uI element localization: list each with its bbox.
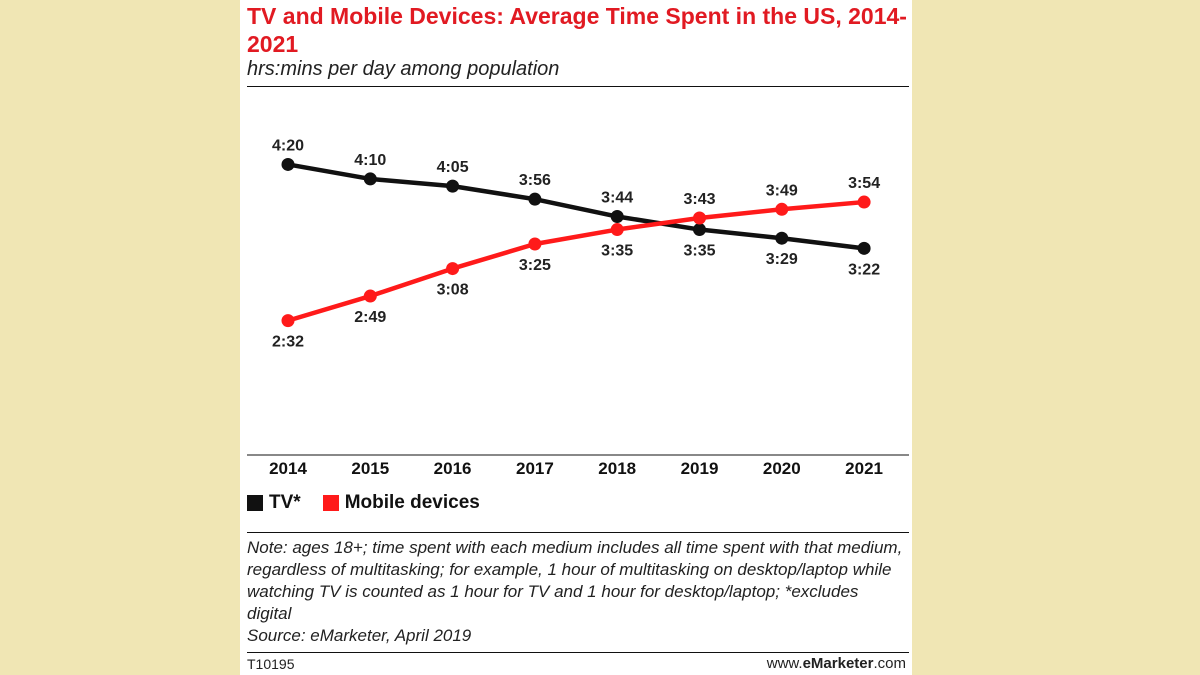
x-tick-2015: 2015 [351, 459, 389, 478]
point-mobile-2016 [446, 262, 460, 276]
legend-item-tv: TV* [247, 492, 301, 514]
legend-item-mobile: Mobile devices [322, 492, 480, 514]
data-label-mobile-2018: 3:35 [601, 243, 633, 260]
point-tv-2014 [281, 157, 295, 171]
legend: TV* Mobile devices [247, 492, 502, 514]
data-label-mobile-2014: 2:32 [272, 334, 304, 351]
point-tv-2019 [693, 223, 706, 237]
point-mobile-2020 [775, 202, 789, 216]
data-label-tv-2016: 4:05 [437, 159, 469, 176]
point-mobile-2021 [857, 195, 871, 209]
point-mobile-2014 [281, 314, 295, 328]
point-tv-2015 [363, 172, 377, 186]
data-label-mobile-2021: 3:54 [848, 175, 880, 192]
brand-prefix: www. [766, 655, 803, 672]
x-tick-2018: 2018 [598, 459, 636, 478]
legend-label-tv: TV* [269, 492, 301, 513]
point-mobile-2015 [363, 289, 377, 303]
data-label-mobile-2019: 3:43 [683, 191, 715, 208]
x-tick-2021: 2021 [845, 459, 883, 478]
note-text: Note: ages 18+; time spent with each med… [247, 538, 903, 623]
data-label-mobile-2016: 3:08 [437, 282, 469, 299]
x-tick-2020: 2020 [763, 459, 801, 478]
x-tick-2016: 2016 [434, 459, 472, 478]
x-tick-2019: 2019 [681, 459, 719, 478]
note-divider [247, 532, 909, 533]
series-line-mobile [287, 199, 865, 323]
point-tv-2020 [775, 231, 789, 245]
chart-subtitle: hrs:mins per day among population [247, 58, 560, 80]
source-text: Source: eMarketer, April 2019 [247, 626, 472, 645]
legend-swatch-tv [247, 495, 263, 511]
data-label-tv-2015: 4:10 [354, 152, 386, 169]
data-label-tv-2021: 3:22 [848, 261, 880, 278]
point-tv-2017 [528, 192, 542, 206]
data-label-tv-2019: 3:35 [683, 243, 715, 260]
data-label-tv-2017: 3:56 [519, 172, 551, 189]
x-tick-2014: 2014 [269, 459, 307, 478]
brand-name: eMarketer [802, 655, 874, 672]
header-divider [247, 86, 909, 87]
point-tv-2021 [857, 241, 871, 255]
line-chart: 4:20 4:10 4:05 3:56 3:44 3:35 3:29 3:22 2:32 2:49… [247, 137, 909, 478]
footer-divider [247, 652, 909, 653]
series-line-tv [287, 162, 865, 251]
footnote: Note: ages 18+; time spent with each med… [247, 537, 907, 647]
data-label-tv-2014: 4:20 [272, 137, 304, 154]
data-label-tv-2020: 3:29 [766, 251, 798, 268]
data-label-tv-2018: 3:44 [601, 190, 633, 207]
point-mobile-2019 [693, 211, 706, 225]
chart-card: TV and Mobile Devices: Average Time Spen… [240, 0, 912, 675]
brand-link: www.eMarketer.com [767, 655, 906, 672]
x-tick-2017: 2017 [516, 459, 554, 478]
point-tv-2018 [610, 210, 624, 224]
legend-swatch-mobile [322, 495, 339, 511]
data-label-mobile-2020: 3:49 [766, 182, 798, 199]
data-label-mobile-2015: 2:49 [354, 309, 386, 326]
point-mobile-2018 [610, 223, 624, 237]
legend-label-mobile: Mobile devices [344, 492, 480, 513]
point-tv-2016 [446, 179, 460, 193]
data-label-mobile-2017: 3:25 [519, 257, 551, 274]
chart-title: TV and Mobile Devices: Average Time Spen… [247, 3, 907, 57]
brand-suffix: .com [873, 655, 906, 672]
chart-id: T10195 [247, 656, 295, 672]
point-mobile-2017 [528, 237, 542, 251]
